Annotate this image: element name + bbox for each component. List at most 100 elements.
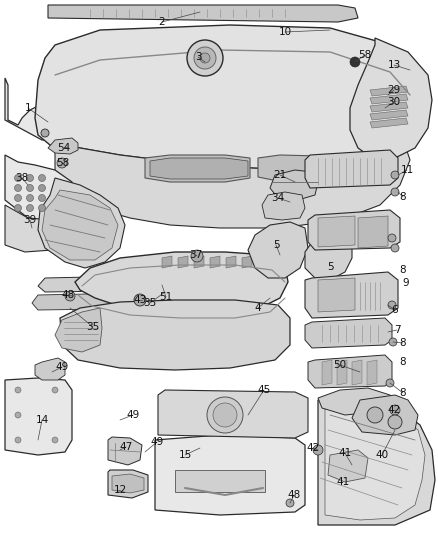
- Text: 8: 8: [400, 192, 406, 202]
- Circle shape: [27, 195, 33, 201]
- Circle shape: [390, 405, 400, 415]
- Polygon shape: [226, 256, 236, 268]
- Text: 39: 39: [23, 215, 37, 225]
- Circle shape: [388, 415, 402, 429]
- Polygon shape: [155, 272, 178, 298]
- Text: 43: 43: [134, 295, 147, 305]
- Polygon shape: [337, 360, 347, 385]
- Polygon shape: [305, 318, 392, 348]
- Circle shape: [200, 53, 210, 63]
- Polygon shape: [370, 94, 408, 104]
- Circle shape: [14, 174, 21, 182]
- Circle shape: [27, 184, 33, 191]
- Polygon shape: [258, 155, 340, 182]
- Circle shape: [27, 205, 33, 212]
- Circle shape: [194, 47, 216, 69]
- Circle shape: [57, 158, 67, 168]
- Polygon shape: [112, 474, 144, 493]
- Circle shape: [207, 397, 243, 433]
- Circle shape: [15, 412, 21, 418]
- Polygon shape: [194, 256, 204, 268]
- Circle shape: [39, 205, 46, 212]
- Polygon shape: [308, 355, 392, 388]
- Circle shape: [52, 387, 58, 393]
- Text: 35: 35: [86, 322, 99, 332]
- Polygon shape: [5, 78, 85, 140]
- Polygon shape: [175, 470, 265, 492]
- Text: 14: 14: [35, 415, 49, 425]
- Circle shape: [39, 195, 46, 201]
- Text: 35: 35: [143, 298, 157, 308]
- Polygon shape: [318, 388, 398, 415]
- Polygon shape: [358, 216, 388, 248]
- Polygon shape: [32, 292, 190, 310]
- Polygon shape: [150, 158, 248, 179]
- Text: 1: 1: [25, 103, 31, 113]
- Text: 48: 48: [287, 490, 300, 500]
- Circle shape: [14, 205, 21, 212]
- Text: 3: 3: [194, 52, 201, 62]
- Polygon shape: [305, 272, 398, 318]
- Text: 12: 12: [113, 485, 127, 495]
- Text: 54: 54: [57, 143, 71, 153]
- Polygon shape: [242, 256, 252, 268]
- Text: 8: 8: [400, 388, 406, 398]
- Text: 15: 15: [178, 450, 192, 460]
- Polygon shape: [38, 178, 125, 268]
- Text: 49: 49: [150, 437, 164, 447]
- Circle shape: [52, 437, 58, 443]
- Circle shape: [388, 301, 396, 309]
- Polygon shape: [308, 210, 400, 250]
- Polygon shape: [35, 25, 420, 170]
- Circle shape: [213, 403, 237, 427]
- Text: 58: 58: [57, 158, 70, 168]
- Polygon shape: [48, 5, 358, 22]
- Circle shape: [391, 171, 399, 179]
- Circle shape: [41, 129, 49, 137]
- Text: 42: 42: [306, 443, 320, 453]
- Circle shape: [388, 234, 396, 242]
- Text: 8: 8: [400, 357, 406, 367]
- Polygon shape: [55, 308, 102, 352]
- Text: 41: 41: [339, 448, 352, 458]
- Text: 10: 10: [279, 27, 292, 37]
- Circle shape: [350, 57, 360, 67]
- Polygon shape: [60, 300, 290, 370]
- Text: 40: 40: [375, 450, 389, 460]
- Circle shape: [39, 174, 46, 182]
- Polygon shape: [318, 400, 435, 525]
- Text: 50: 50: [333, 360, 346, 370]
- Polygon shape: [370, 102, 408, 112]
- Text: 5: 5: [273, 240, 279, 250]
- Polygon shape: [75, 252, 288, 312]
- Text: 38: 38: [15, 173, 28, 183]
- Polygon shape: [370, 118, 408, 128]
- Polygon shape: [305, 235, 352, 280]
- Circle shape: [367, 407, 383, 423]
- Text: 37: 37: [189, 250, 203, 260]
- Polygon shape: [145, 155, 250, 182]
- Text: 49: 49: [127, 410, 140, 420]
- Circle shape: [27, 174, 33, 182]
- Polygon shape: [370, 86, 408, 96]
- Text: 6: 6: [392, 305, 398, 315]
- Polygon shape: [318, 216, 355, 247]
- Circle shape: [15, 387, 21, 393]
- Polygon shape: [42, 190, 118, 260]
- Polygon shape: [55, 145, 410, 228]
- Circle shape: [65, 291, 75, 301]
- Text: 49: 49: [55, 362, 69, 372]
- Polygon shape: [328, 450, 368, 482]
- Circle shape: [389, 338, 397, 346]
- Circle shape: [391, 188, 399, 196]
- Polygon shape: [262, 192, 305, 220]
- Circle shape: [134, 294, 146, 306]
- Circle shape: [391, 244, 399, 252]
- Text: 5: 5: [327, 262, 333, 272]
- Polygon shape: [162, 256, 172, 268]
- Text: 2: 2: [159, 17, 165, 27]
- Polygon shape: [210, 256, 220, 268]
- Polygon shape: [305, 150, 398, 188]
- Text: 13: 13: [387, 60, 401, 70]
- Circle shape: [15, 437, 21, 443]
